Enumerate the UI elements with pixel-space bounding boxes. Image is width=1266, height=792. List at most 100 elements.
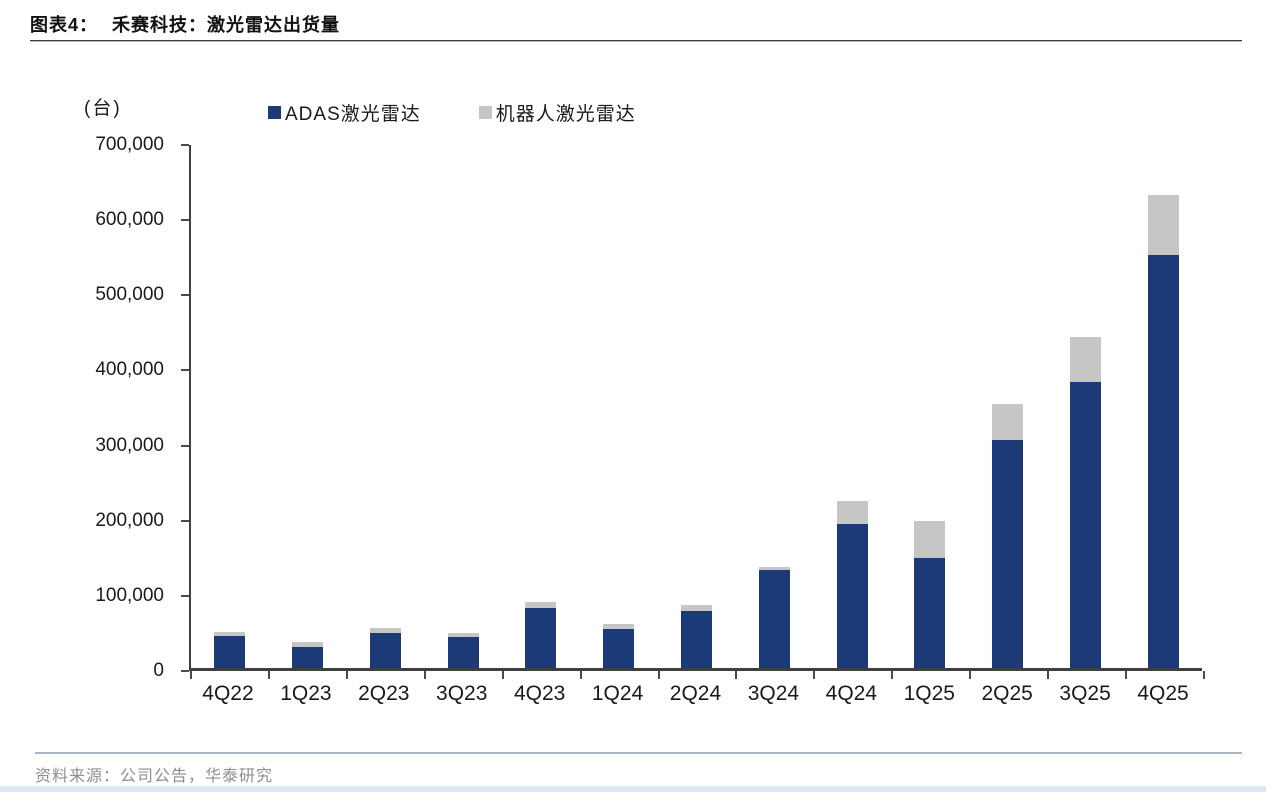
bar-segment-robotics-1Q24: [603, 623, 635, 629]
y-axis-tick: [181, 369, 189, 372]
next-section-edge: [0, 786, 1266, 792]
stacked-bar-2Q25: [992, 403, 1024, 668]
bar-segment-robotics-2Q23: [369, 628, 401, 633]
bar-slot-3Q24: [735, 145, 813, 668]
legend-item-robotics: 机器人激光雷达: [478, 99, 636, 126]
stacked-bar-4Q24: [836, 501, 868, 668]
legend-label-robotics: 机器人激光雷达: [495, 104, 636, 125]
x-axis-label-4Q25: 4Q25: [1137, 682, 1189, 705]
bar-slot-4Q24: [813, 145, 891, 668]
bar-segment-robotics-2Q24: [680, 604, 712, 611]
figure-number: 图表4：: [30, 15, 99, 35]
stacked-bar-3Q24: [758, 567, 790, 668]
stacked-bar-2Q23: [369, 628, 401, 668]
bar-segment-robotics-3Q25: [1069, 337, 1101, 383]
x-axis-tick: [1203, 671, 1205, 679]
bar-slot-2Q23: [347, 145, 425, 668]
x-axis-tick: [579, 671, 582, 679]
stacked-bar-1Q23: [292, 641, 324, 668]
bar-segment-robotics-3Q24: [758, 567, 790, 571]
bar-slot-4Q23: [502, 145, 580, 668]
y-axis-tick: [181, 670, 189, 672]
bar-segment-robotics-4Q25: [1147, 194, 1179, 255]
bar-segment-robotics-4Q24: [836, 501, 868, 524]
x-axis-tick: [657, 671, 660, 679]
bar-segment-adas-2Q24: [680, 610, 712, 668]
bar-segment-adas-3Q23: [447, 637, 479, 668]
x-axis-tick: [969, 671, 972, 679]
title-divider: [30, 40, 1242, 42]
y-axis-tick-label: 100,000: [95, 584, 164, 606]
bar-slot-1Q24: [580, 145, 658, 668]
y-axis-tick: [181, 219, 189, 222]
bar-segment-robotics-2Q25: [992, 403, 1024, 441]
bar-segment-adas-1Q23: [292, 646, 324, 668]
bar-segment-adas-1Q24: [603, 628, 635, 668]
bar-slot-1Q23: [269, 145, 347, 668]
stacked-bar-1Q24: [603, 623, 635, 668]
x-axis-tick: [891, 671, 894, 679]
y-axis-tick: [181, 444, 189, 447]
legend-item-adas: ADAS激光雷达: [268, 99, 421, 126]
x-axis-label-3Q24: 3Q24: [747, 682, 800, 705]
bar-slot-3Q23: [424, 145, 502, 668]
bar-slot-4Q25: [1124, 145, 1202, 668]
bar-segment-adas-4Q24: [836, 523, 868, 668]
y-axis-tick-label: 700,000: [95, 134, 164, 155]
y-axis-tick-label: 300,000: [95, 434, 164, 456]
bar-slot-2Q25: [969, 145, 1047, 668]
x-axis-tick: [813, 671, 816, 679]
legend-label-adas: ADAS激光雷达: [285, 104, 421, 125]
bar-segment-adas-3Q25: [1069, 382, 1101, 668]
y-axis-tick: [181, 144, 189, 146]
x-axis-label-1Q24: 1Q24: [591, 682, 644, 705]
x-axis-tick: [423, 671, 426, 679]
bar-segment-robotics-3Q23: [447, 632, 479, 638]
bar-segment-robotics-4Q22: [214, 631, 246, 636]
stacked-bar-4Q22: [214, 631, 246, 668]
source-note: 资料来源：公司公告，华泰研究: [35, 768, 274, 785]
x-axis-label-2Q24: 2Q24: [669, 682, 722, 705]
x-axis-tick: [345, 671, 348, 679]
bar-slot-3Q25: [1046, 145, 1124, 668]
chart-legend: ADAS激光雷达 机器人激光雷达: [268, 99, 636, 126]
bar-segment-adas-4Q22: [214, 635, 246, 668]
bar-segment-adas-4Q25: [1147, 254, 1179, 668]
y-axis-tick-label: 500,000: [95, 284, 164, 306]
y-axis-tick-label: 0: [153, 660, 164, 681]
bar-segment-robotics-1Q23: [292, 641, 324, 647]
legend-swatch-adas: [268, 106, 281, 119]
bar-segment-adas-2Q23: [369, 632, 401, 668]
figure-title: 图表4： 禾赛科技：激光雷达出货量: [30, 11, 340, 37]
bar-segment-adas-3Q24: [758, 570, 790, 668]
bar-segment-robotics-4Q23: [525, 601, 557, 608]
bar-slot-1Q25: [891, 145, 969, 668]
x-axis-tick: [267, 671, 270, 679]
figure-title-text: 禾赛科技：激光雷达出货量: [112, 15, 341, 35]
y-axis-tick-label: 200,000: [95, 509, 164, 531]
stacked-bar-1Q25: [914, 520, 946, 668]
x-axis-tick: [1047, 671, 1050, 679]
stacked-bar-3Q23: [447, 632, 479, 668]
y-axis-tick-label: 600,000: [95, 209, 164, 231]
x-axis-label-1Q25: 1Q25: [903, 682, 955, 705]
stacked-bar-4Q25: [1147, 194, 1179, 668]
x-axis-tick: [501, 671, 504, 679]
plot-area: 0 100,000 200,000 300,000 400,000 500,000 600,…: [95, 134, 1205, 681]
x-axis-label-2Q25: 2Q25: [981, 682, 1033, 705]
x-axis-label-1Q23: 1Q23: [280, 682, 332, 705]
x-axis-tick: [1125, 671, 1128, 679]
x-axis-label-3Q23: 3Q23: [436, 682, 488, 705]
stacked-bar-2Q24: [680, 604, 712, 668]
x-axis-label-4Q22: 4Q22: [202, 682, 254, 705]
bar-segment-adas-1Q25: [914, 558, 946, 668]
stacked-bar-4Q23: [525, 601, 557, 668]
x-axis-tick: [190, 671, 192, 679]
y-axis-tick: [181, 594, 189, 597]
y-axis-tick: [181, 294, 189, 297]
bars-row: [191, 145, 1202, 668]
x-axis-label-4Q24: 4Q24: [825, 682, 878, 705]
x-axis-label-4Q23: 4Q23: [513, 682, 566, 705]
y-axis-tick-label: 400,000: [95, 359, 164, 381]
